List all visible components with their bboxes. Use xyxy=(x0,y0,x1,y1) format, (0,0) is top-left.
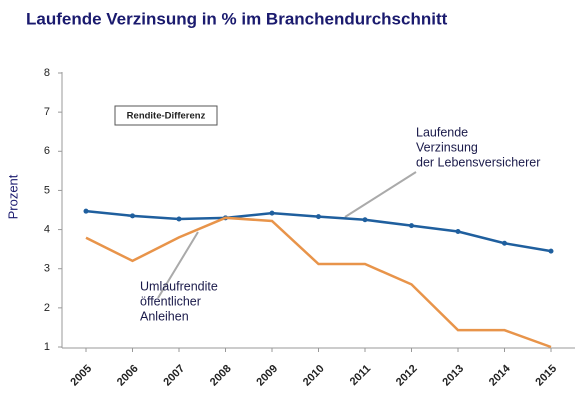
y-tick-label: 8 xyxy=(44,67,50,79)
annotation-arrow xyxy=(157,231,199,299)
x-tick-label: 2010 xyxy=(301,363,327,389)
y-axis-label: Prozent xyxy=(5,174,20,219)
annotation-text: Verzinsung xyxy=(416,140,478,154)
chart-title: Laufende Verzinsung in % im Branchendurc… xyxy=(26,9,448,28)
point xyxy=(130,213,135,219)
point xyxy=(455,229,461,235)
y-tick-label: 4 xyxy=(44,223,50,235)
annotation-box xyxy=(114,105,218,126)
point xyxy=(83,208,89,214)
y-tick-label: 6 xyxy=(44,145,50,157)
y-tick-label: 5 xyxy=(44,184,50,196)
x-tick-label: 2008 xyxy=(208,363,234,389)
x-tick-label: 2005 xyxy=(68,363,94,389)
point xyxy=(316,214,321,220)
point xyxy=(362,217,368,223)
annotation-text: Anleihen xyxy=(140,309,189,323)
x-tick-label: 2015 xyxy=(533,363,559,389)
x-tick-label: 2009 xyxy=(254,363,280,389)
point xyxy=(269,210,275,216)
x-tick-label: 2012 xyxy=(394,363,420,389)
y-tick-label: 1 xyxy=(44,341,50,353)
point xyxy=(409,223,414,229)
x-tick-label: 2011 xyxy=(348,363,373,388)
y-tick-label: 2 xyxy=(44,302,50,314)
series-line xyxy=(85,216,552,349)
annotation-box-text: Rendite-Differenz xyxy=(127,111,206,122)
point xyxy=(548,248,554,254)
annotation-text: der Lebensversicherer xyxy=(416,155,540,169)
annotation-text: öffentlicher xyxy=(140,294,201,308)
annotation-text: Laufende xyxy=(416,125,468,139)
x-tick-label: 2014 xyxy=(487,362,513,388)
x-tick-label: 2013 xyxy=(440,363,466,389)
y-tick-label: 3 xyxy=(44,263,50,275)
point xyxy=(176,216,182,222)
y-tick-label: 7 xyxy=(44,106,50,118)
x-tick-label: 2007 xyxy=(161,363,187,389)
annotation-arrow xyxy=(344,171,417,218)
point xyxy=(502,240,507,246)
annotation-text: Umlaufrendite xyxy=(140,279,218,293)
x-tick-label: 2006 xyxy=(115,363,141,389)
